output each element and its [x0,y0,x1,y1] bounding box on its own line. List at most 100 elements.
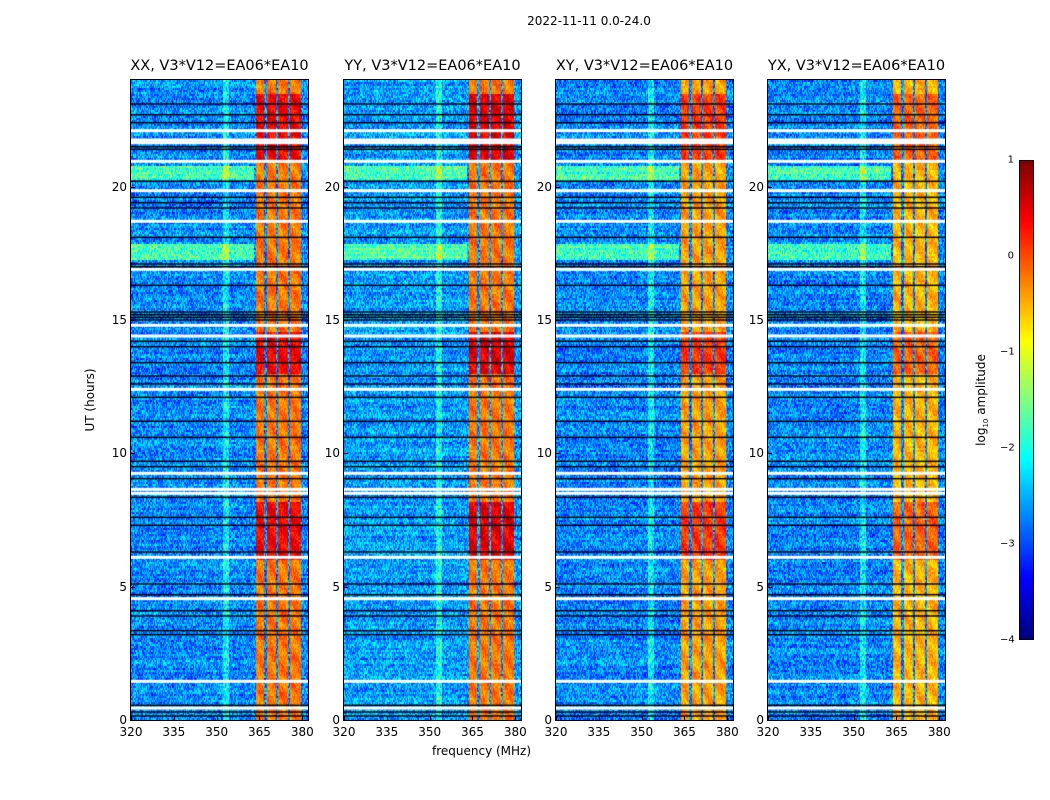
y-tick-label: 5 [332,579,340,594]
x-tick-label: 365 [885,725,908,739]
y-tick-label: 20 [324,179,340,194]
y-tick-label: 15 [748,313,764,327]
y-tick-label: 5 [544,579,552,594]
y-tick-label: 0 [544,713,552,727]
y-tick-mark [131,320,135,321]
x-tick-mark [810,716,812,720]
x-tick-mark [684,716,686,720]
x-tick-label: 350 [205,725,229,739]
x-tick-label: 380 [715,725,739,739]
x-tick-label: 365 [248,725,271,739]
panel-title: XX, V3*V12=EA06*EA10 [130,58,309,74]
y-tick-label: 10 [324,446,340,461]
y-tick-mark [344,586,348,588]
colorbar-label-log: log [973,427,988,446]
x-axis-label: frequency (MHz) [432,744,532,758]
y-tick-label: 20 [111,179,127,194]
x-tick-mark [386,716,388,720]
panel-title: XY, V3*V12=EA06*EA10 [555,58,734,74]
heatmap-image [131,80,308,720]
x-tick-label: 335 [375,725,399,739]
x-tick-label: 365 [673,725,696,739]
x-tick-label: 380 [927,725,951,739]
y-tick-mark [768,586,772,588]
heatmap-image [556,80,733,720]
x-tick-label: 335 [587,725,611,739]
x-tick-label: 380 [503,725,527,739]
x-tick-label: 335 [799,725,823,739]
x-tick-mark [768,716,769,720]
panel-title: YX, V3*V12=EA06*EA10 [767,58,946,74]
colorbar-tick-label: 0 [1007,250,1014,262]
y-tick-mark [131,453,135,455]
y-tick-mark [131,186,135,188]
x-tick-label: 350 [630,725,654,739]
y-tick-mark [768,186,772,188]
x-tick-label: 365 [461,725,484,739]
x-tick-mark [853,716,855,720]
x-tick-mark [598,716,600,720]
x-tick-mark [515,716,517,720]
spectrogram-panel: YY, V3*V12=EA06*EA10 0 5 10 15 20 320 335 350 365… [325,58,527,739]
colorbar [1019,160,1034,640]
y-tick-mark [556,320,560,321]
figure-title: 2022-11-11 0.0-24.0 [527,14,651,28]
colorbar-label: log10 amplitude [974,354,990,446]
x-tick-mark [472,716,474,720]
x-tick-label: 350 [842,725,866,739]
y-tick-label: 20 [748,179,764,194]
y-tick-mark [556,453,560,455]
colorbar-tick-label: −2 [1000,442,1015,454]
y-tick-mark [344,320,348,321]
y-tick-label: 15 [324,313,340,327]
y-tick-mark [556,720,560,721]
y-tick-label: 10 [748,446,764,461]
y-tick-label: 15 [536,313,552,327]
heatmap-image [768,80,945,720]
colorbar-tick-label: −1 [1000,346,1015,358]
y-tick-label: 0 [332,713,340,727]
x-tick-label: 380 [290,725,314,739]
x-tick-label: 320 [756,725,780,739]
y-axis-label: UT (hours) [83,368,97,432]
x-tick-label: 335 [162,725,186,739]
colorbar-tick-label: 1 [1007,154,1014,166]
y-tick-mark [768,320,772,321]
x-tick-mark [216,716,218,720]
y-tick-label: 15 [111,313,127,327]
x-tick-mark [641,716,643,720]
y-tick-mark [344,453,348,455]
x-tick-mark [429,716,431,720]
y-tick-label: 10 [111,446,127,461]
colorbar-tick-label: −3 [1000,538,1015,550]
y-tick-mark [344,720,348,721]
x-tick-mark [727,716,729,720]
spectrogram-panel: YX, V3*V12=EA06*EA10 0 5 10 15 20 320 335 350 365… [749,58,951,739]
x-tick-mark [556,716,557,720]
x-tick-mark [259,716,261,720]
x-tick-mark [302,716,304,720]
colorbar-label-sub: 10 [982,418,991,428]
x-tick-mark [131,716,132,720]
y-tick-label: 5 [756,579,764,594]
y-tick-mark [131,586,135,588]
x-tick-mark [896,716,898,720]
x-tick-label: 350 [418,725,442,739]
y-tick-label: 5 [119,579,127,594]
y-tick-mark [768,720,772,721]
y-tick-mark [768,453,772,455]
x-tick-mark [344,716,345,720]
spectrogram-panel: XY, V3*V12=EA06*EA10 0 5 10 15 20 320 335 350 365… [537,58,739,739]
x-tick-label: 320 [332,725,356,739]
y-tick-mark [131,720,135,721]
y-tick-label: 0 [119,713,127,727]
heatmap-image [344,80,521,720]
y-tick-mark [556,186,560,188]
colorbar-label-suffix: amplitude [973,354,988,419]
colorbar-tick-label: −4 [1000,634,1015,646]
y-tick-mark [344,186,348,188]
y-tick-label: 20 [536,179,552,194]
y-tick-mark [556,586,560,588]
x-tick-label: 320 [119,725,143,739]
spectrogram-panel: XX, V3*V12=EA06*EA10 0 5 10 15 20 320 335 350 365… [112,58,314,739]
